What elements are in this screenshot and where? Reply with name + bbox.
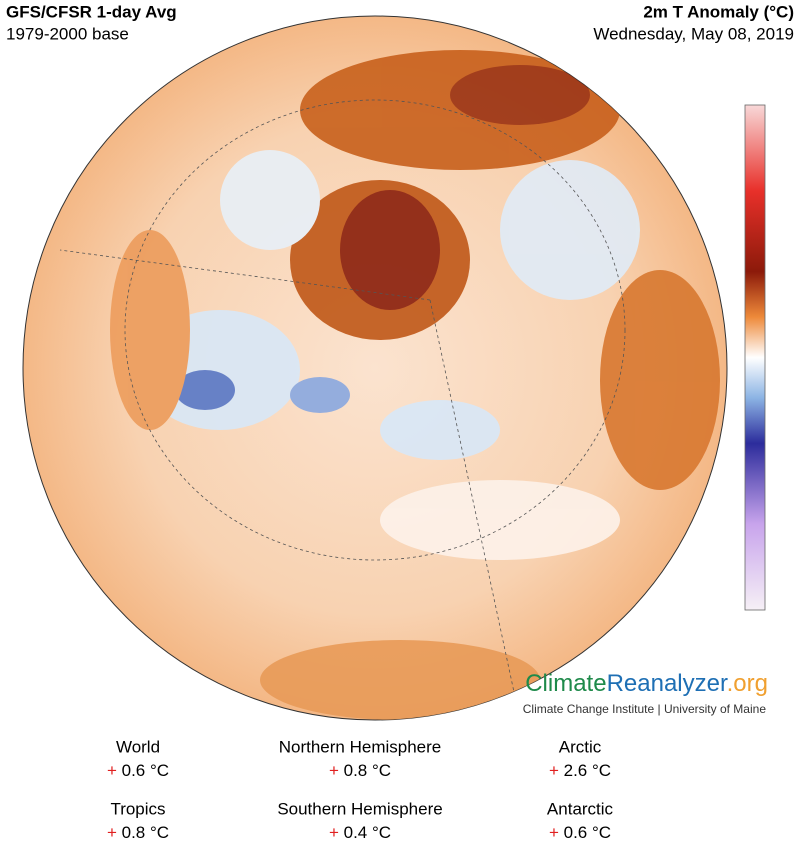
stat-value: + 0.6 °C xyxy=(549,823,611,842)
colorbar-scale xyxy=(744,104,766,611)
stat-name: World xyxy=(116,737,160,756)
stat-name: Antarctic xyxy=(547,799,614,818)
stat-number: 0.8 °C xyxy=(344,761,391,780)
stat-sign: + xyxy=(107,761,117,780)
colorbar xyxy=(744,104,766,611)
logo: ClimateReanalyzer.org xyxy=(525,670,768,697)
stat-value: + 0.6 °C xyxy=(107,761,169,780)
globe xyxy=(22,15,728,721)
stat-number: 0.8 °C xyxy=(122,823,169,842)
stat-name: Northern Hemisphere xyxy=(279,737,442,756)
stat-number: 0.4 °C xyxy=(344,823,391,842)
subtitle: Wednesday, May 08, 2019 xyxy=(593,24,794,43)
logo-tagline: Climate Change Institute | University of… xyxy=(523,702,767,716)
stat-sign: + xyxy=(329,823,339,842)
title: 2m T Anomaly (°C) xyxy=(643,2,794,21)
logo-part: .org xyxy=(727,670,768,697)
stat-sign: + xyxy=(329,761,339,780)
stat-name: Arctic xyxy=(559,737,602,756)
stat-number: 0.6 °C xyxy=(122,761,169,780)
stat-sign: + xyxy=(549,823,559,842)
stat-sign: + xyxy=(107,823,117,842)
logo-part: Reanalyzer xyxy=(607,670,728,697)
stats: World + 0.6 °C Northern Hemisphere + 0.8 °C… xyxy=(107,737,614,842)
stat-number: 2.6 °C xyxy=(564,761,611,780)
logo-part: Climate xyxy=(525,670,606,697)
subtitle: 1979-2000 base xyxy=(6,24,129,43)
stat-value: + 0.8 °C xyxy=(107,823,169,842)
stat-number: 0.6 °C xyxy=(564,823,611,842)
title: GFS/CFSR 1-day Avg xyxy=(6,2,177,21)
stat-value: + 0.4 °C xyxy=(329,823,391,842)
stat-name: Southern Hemisphere xyxy=(277,799,442,818)
stat-name: Tropics xyxy=(110,799,165,818)
stat-value: + 2.6 °C xyxy=(549,761,611,780)
stat-value: + 0.8 °C xyxy=(329,761,391,780)
stat-sign: + xyxy=(549,761,559,780)
